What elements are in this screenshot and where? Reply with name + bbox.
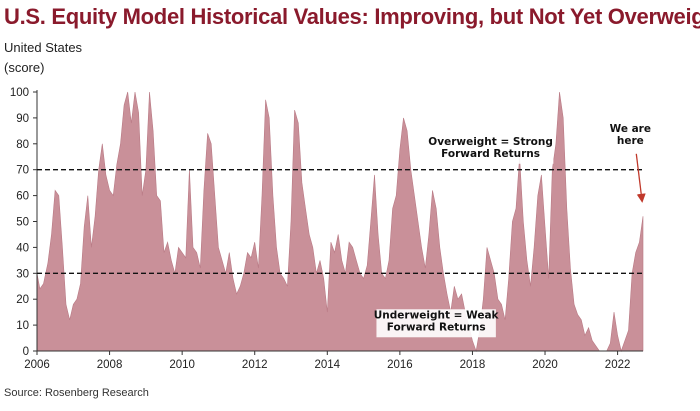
y-tick-label: 50 [16,217,29,229]
threshold-lines-group [37,168,643,274]
y-tick-label: 100 [10,87,29,99]
y-tick-label: 60 [16,191,29,203]
x-tick-label: 2006 [24,359,50,371]
y-tick-label: 30 [16,268,29,280]
chart-title: U.S. Equity Model Historical Values: Imp… [4,4,700,29]
x-tick-label: 2008 [97,359,123,371]
x-tick-label: 2014 [315,359,341,371]
underweight-annotation-line: Underweight = Weak [374,309,500,321]
we-are-here-arrow [635,153,646,203]
y-axis-unit-label: (score) [4,60,45,75]
axes-group: 0 10 20 30 40 50 60 70 80 90 100 2006 2008 2010 2012 20… [10,87,643,371]
chart-subtitle: United States [4,40,83,55]
we-are-here-annotation-line: We are [610,123,651,135]
underweight-annotation-bg [376,309,496,338]
y-tick-label: 80 [16,139,29,151]
y-tick-label: 10 [16,320,29,332]
x-tick-label: 2020 [532,359,558,371]
x-tick-label: 2022 [605,359,631,371]
x-tick-label: 2010 [169,359,195,371]
overweight-annotation-bg [427,135,554,164]
series-area-group [36,91,644,353]
y-tick-label: 40 [16,242,29,254]
x-tick-label: 2016 [387,359,413,371]
y-tick-label: 70 [16,165,29,177]
y-tick-label: 20 [16,294,29,306]
underweight-annotation-line: Forward Returns [387,321,486,333]
x-tick-label: 2012 [242,359,268,371]
we-are-here-annotation-bg [608,122,653,151]
overweight-annotation-line: Overweight = Strong [428,136,553,148]
y-tick-label: 0 [23,346,29,358]
x-tick-label: 2018 [460,359,486,371]
y-tick-label: 90 [16,113,29,125]
source-note: Source: Rosenberg Research [4,387,149,399]
series-area-0 [36,91,644,353]
we-are-here-annotation-line: here [617,135,644,147]
overweight-annotation-line: Forward Returns [441,148,540,160]
